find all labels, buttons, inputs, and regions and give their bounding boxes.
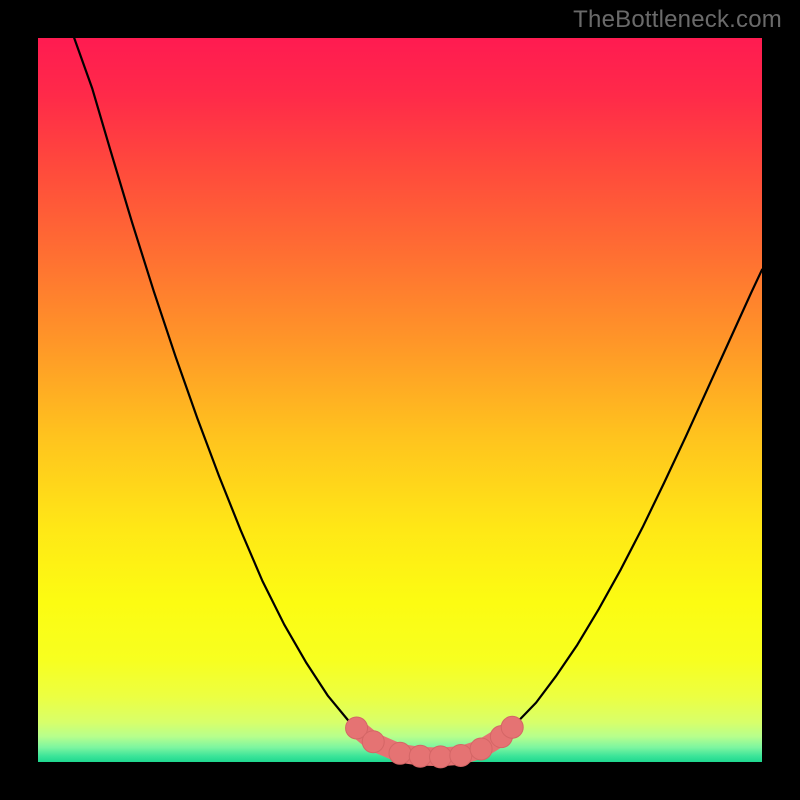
marker-dot	[450, 744, 472, 766]
chart-frame: TheBottleneck.com	[0, 0, 800, 800]
marker-dot	[409, 745, 431, 767]
marker-dot	[389, 742, 411, 764]
watermark-text: TheBottleneck.com	[573, 6, 782, 34]
plot-background	[38, 38, 762, 762]
marker-dot	[470, 738, 492, 760]
marker-dot	[362, 731, 384, 753]
bottleneck-chart	[0, 0, 800, 800]
marker-dot	[501, 716, 523, 738]
marker-dot	[430, 746, 452, 768]
